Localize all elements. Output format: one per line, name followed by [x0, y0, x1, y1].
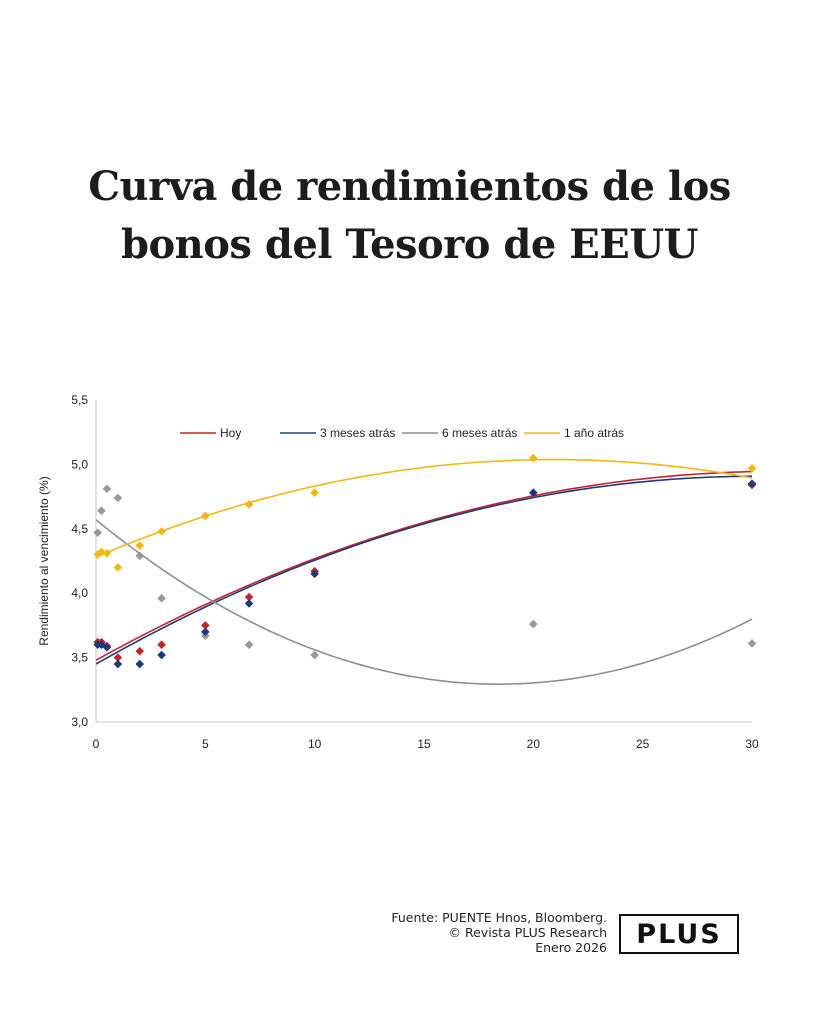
data-point [747, 639, 757, 648]
chart-svg: 3,0 3,5 4,0 4,5 5,0 5,5 0 5 10 15 20 25 30 Rendimient… [37, 393, 759, 751]
data-point [529, 619, 538, 629]
y-axis-label: Rendimiento al vencimiento (%) [37, 476, 51, 645]
legend-label: 6 meses atrás [442, 426, 517, 440]
date-line: Enero 2026 [535, 940, 607, 955]
x-tick-label: 30 [745, 737, 759, 751]
data-point [135, 659, 145, 669]
data-point [244, 640, 254, 650]
legend-label: 1 año atrás [564, 426, 624, 440]
y-tick-label: 3,0 [71, 715, 88, 729]
data-point [529, 453, 538, 463]
x-tick-label: 15 [417, 737, 431, 751]
legend-label: 3 meses atrás [320, 426, 395, 440]
data-point [201, 511, 210, 521]
data-point [135, 646, 145, 656]
title-line-1: Curva de rendimientos de los [88, 163, 731, 210]
trend-line [95, 470, 753, 661]
data-point [747, 463, 757, 473]
page-title: Curva de rendimientos de los bonos del T… [0, 158, 819, 274]
data-point [113, 659, 123, 669]
data-point [97, 640, 106, 650]
x-tick-label: 5 [202, 737, 209, 751]
data-point [135, 551, 145, 561]
source-footer: Fuente: PUENTE Hnos, Bloomberg. © Revist… [391, 910, 607, 955]
data-point [135, 541, 145, 550]
y-tick-label: 3,5 [71, 651, 88, 665]
data-point [97, 506, 106, 516]
data-point [113, 653, 123, 662]
data-point [93, 528, 103, 537]
yield-curve-chart: 3,0 3,5 4,0 4,5 5,0 5,5 0 5 10 15 20 25 30 Rendimient… [30, 380, 790, 760]
data-point [157, 594, 166, 603]
data-point [201, 627, 210, 637]
trend-line [95, 475, 753, 665]
x-tick-label: 25 [636, 737, 650, 751]
y-tick-label: 5,5 [71, 393, 88, 407]
data-point [201, 621, 210, 630]
y-tick-label: 4,0 [71, 586, 88, 600]
data-point [113, 493, 123, 503]
data-point [244, 500, 254, 509]
data-point [157, 640, 166, 650]
data-point [244, 592, 254, 602]
data-point [113, 563, 123, 572]
data-point [310, 488, 319, 498]
logo-text: PLUS [636, 918, 722, 950]
legend-label: Hoy [220, 426, 241, 440]
x-tick-label: 0 [93, 737, 100, 751]
copyright-line: © Revista PLUS Research [448, 925, 607, 940]
data-point [310, 650, 319, 660]
data-point [102, 642, 112, 652]
x-tick-label: 20 [527, 737, 541, 751]
data-point [102, 484, 112, 494]
data-point [102, 548, 112, 558]
title-line-2: bonos del Tesoro de EEUU [121, 221, 698, 268]
data-point [157, 650, 166, 660]
trend-line [95, 519, 753, 685]
data-point [244, 599, 254, 608]
data-point [747, 479, 757, 489]
trend-line [95, 458, 753, 558]
data-point [529, 488, 538, 498]
source-line: Fuente: PUENTE Hnos, Bloomberg. [391, 910, 607, 925]
x-tick-label: 10 [308, 737, 322, 751]
y-tick-label: 4,5 [71, 522, 88, 536]
y-tick-label: 5,0 [71, 457, 88, 471]
data-point [157, 527, 166, 536]
plus-logo: PLUS [619, 914, 739, 954]
